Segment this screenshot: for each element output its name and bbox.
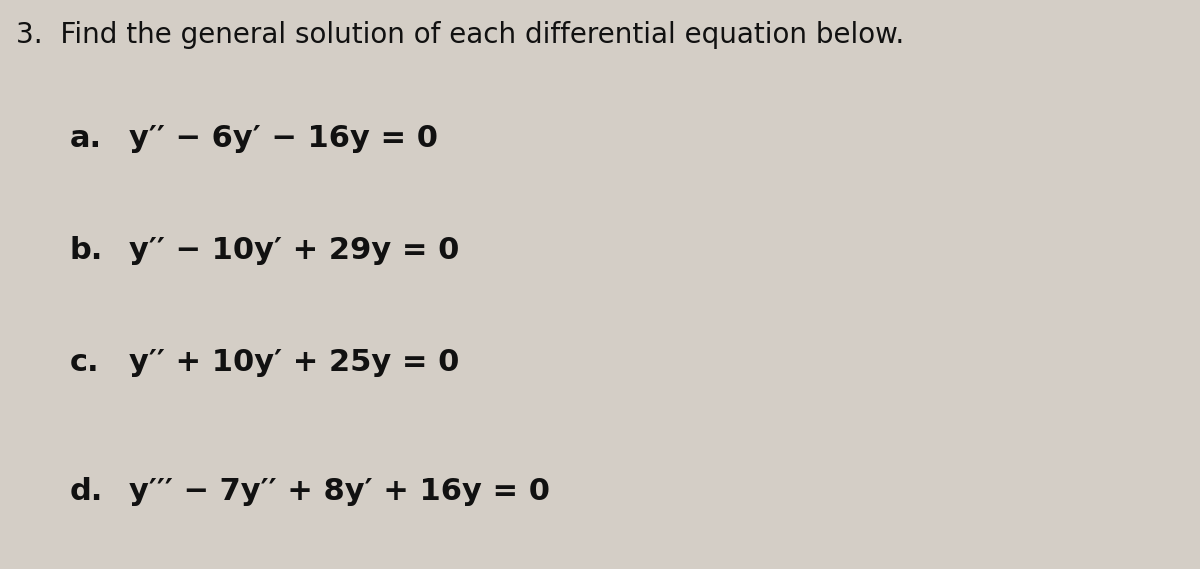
Text: y′′ − 10y′ + 29y = 0: y′′ − 10y′ + 29y = 0: [130, 236, 460, 265]
Text: d.: d.: [70, 477, 103, 506]
Text: c.: c.: [70, 348, 100, 377]
Text: a.: a.: [70, 124, 102, 153]
Text: y′′′ − 7y′′ + 8y′ + 16y = 0: y′′′ − 7y′′ + 8y′ + 16y = 0: [130, 477, 551, 506]
Text: y′′ + 10y′ + 25y = 0: y′′ + 10y′ + 25y = 0: [130, 348, 460, 377]
Text: b.: b.: [70, 236, 103, 265]
Text: 3.  Find the general solution of each differential equation below.: 3. Find the general solution of each dif…: [16, 21, 905, 49]
Text: y′′ − 6y′ − 16y = 0: y′′ − 6y′ − 16y = 0: [130, 124, 438, 153]
